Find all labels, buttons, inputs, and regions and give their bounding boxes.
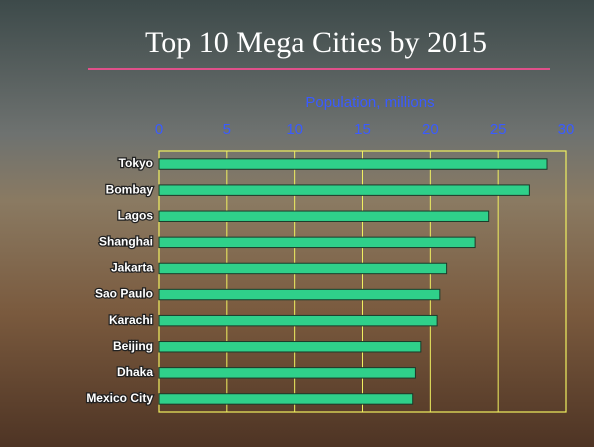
bar: [158, 236, 476, 249]
y-tick-label: Beijing: [113, 339, 153, 353]
bar: [158, 314, 438, 327]
y-tick-label: Dhaka: [117, 365, 153, 379]
chart-title: Top 10 Mega Cities by 2015: [145, 26, 487, 59]
bar: [158, 184, 530, 196]
plot-border: [158, 150, 567, 413]
y-tick-label: Bombay: [106, 182, 154, 196]
bar: [158, 210, 490, 222]
y-tick-label: Mexico City: [86, 391, 153, 405]
y-tick-label: Jakarta: [111, 261, 153, 275]
bar: [158, 158, 548, 170]
plot-area: 0 5 10 15 20 25 30 Tokyo Bombay Lagos Shanghai Jaka…: [85, 121, 575, 413]
x-tick-label: 30: [558, 121, 575, 138]
x-tick-label: 5: [223, 121, 231, 138]
y-tick-label: Sao Paulo: [95, 287, 153, 301]
bar: [158, 367, 416, 379]
x-tick-label: 15: [354, 121, 371, 138]
x-axis-label: Population, millions: [305, 94, 434, 111]
bar: [158, 341, 422, 353]
y-tick-label: Karachi: [109, 313, 153, 327]
bar: [158, 393, 414, 405]
x-tick-label: 25: [490, 121, 507, 138]
bar: [158, 262, 448, 275]
y-tick-label: Shanghai: [99, 235, 153, 249]
x-tick-label: 20: [422, 121, 439, 138]
bar: [158, 288, 441, 301]
x-tick-label: 10: [286, 121, 303, 138]
x-tick-label: 0: [155, 121, 163, 138]
y-tick-label: Tokyo: [119, 156, 153, 170]
y-tick-label: Lagos: [118, 208, 154, 222]
